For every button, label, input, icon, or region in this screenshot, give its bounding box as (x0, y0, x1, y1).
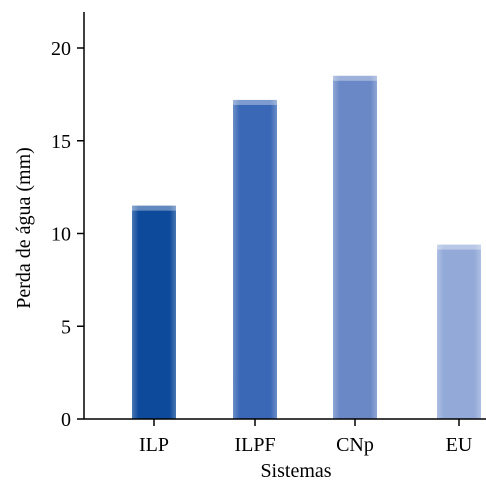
bar-highlight (233, 99, 277, 105)
y-ticks: 0 5 10 15 20 (51, 38, 84, 431)
bar-highlight (437, 244, 481, 250)
y-tick-label: 20 (51, 38, 71, 60)
bar-highlight (132, 205, 176, 211)
x-tick-label-eu: EU (446, 434, 473, 456)
y-tick-label: 0 (61, 409, 71, 431)
x-axis-title: Sistemas (260, 460, 331, 482)
x-tick-label-cnp: CNp (336, 434, 374, 456)
y-tick-label: 10 (51, 224, 71, 246)
bar-ilp (132, 205, 176, 419)
x-tick-label-ilp: ILP (139, 434, 169, 456)
bars (132, 75, 481, 419)
y-tick-label: 5 (61, 316, 71, 338)
bar-eu (437, 244, 481, 419)
x-tick-label-ilpf: ILPF (234, 434, 275, 456)
y-tick-label: 15 (51, 131, 71, 153)
bar-highlight (333, 75, 377, 81)
y-axis-title: Perda de água (mm) (13, 147, 35, 309)
bar-cnp (333, 75, 377, 419)
bar-ilpf (233, 99, 277, 419)
x-ticks: ILP ILPF CNp EU (139, 419, 473, 456)
